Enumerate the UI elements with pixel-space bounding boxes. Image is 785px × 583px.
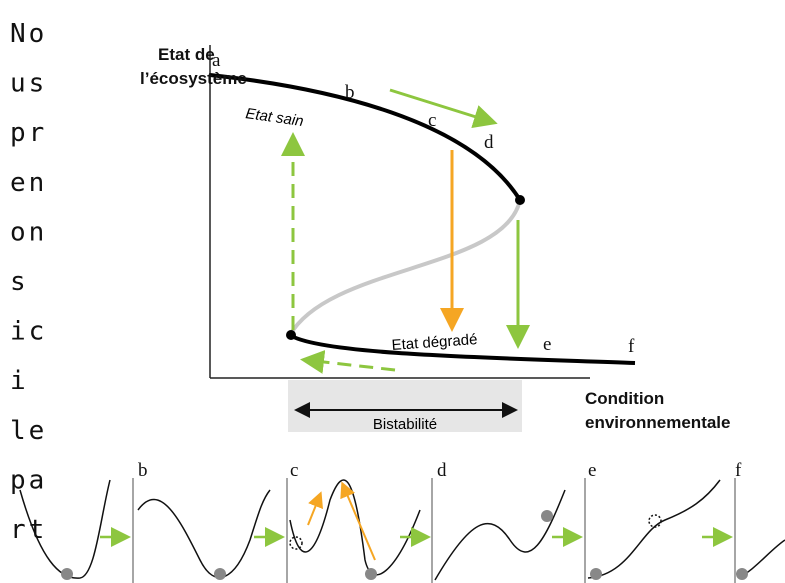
bistability-label: Bistabilité: [373, 416, 437, 433]
state-label: Etat sain: [244, 105, 304, 130]
sidebar-line: No: [10, 19, 47, 49]
panel-label: c: [290, 460, 298, 481]
panel-label: b: [138, 460, 148, 481]
point-label: e: [543, 334, 551, 355]
axis-label: Etat de: [158, 45, 215, 64]
sidebar-line: s: [10, 267, 29, 297]
state-label: Etat dégradé: [391, 331, 478, 354]
landscape: [137, 489, 271, 579]
degraded-branch: [288, 333, 636, 365]
landscape: [19, 479, 111, 579]
panel-label: d: [437, 460, 447, 481]
landscape: [289, 479, 421, 576]
diagram: Etat de l’écosystème Condition environne…: [140, 45, 731, 433]
arrow: [389, 88, 498, 129]
tipping-point: [286, 330, 296, 340]
panel-labels: b c d e f: [138, 460, 742, 481]
sidebar-line: en: [10, 168, 47, 198]
arrow: [340, 481, 376, 561]
panel-label: f: [735, 460, 742, 481]
ball: [736, 568, 748, 580]
sidebar-line: le: [10, 416, 47, 446]
ball: [541, 510, 553, 522]
ball: [289, 536, 303, 550]
landscape-panels: [19, 478, 785, 583]
ball: [214, 568, 226, 580]
sidebar: No us pr en on s ic i le pa rt: [10, 19, 47, 545]
sidebar-line: i: [10, 366, 29, 396]
sidebar-line: ic: [10, 317, 47, 347]
sidebar-line: rt: [10, 515, 47, 545]
ball: [590, 568, 602, 580]
sidebar-line: pa: [10, 465, 47, 495]
sidebar-line: pr: [10, 118, 47, 148]
ball: [648, 514, 662, 528]
axis-label: l’écosystème: [140, 69, 247, 88]
ball: [365, 568, 377, 580]
arrow: [300, 350, 396, 374]
ball: [61, 568, 73, 580]
point-label: d: [484, 132, 494, 153]
landscape: [434, 489, 566, 581]
arrow: [307, 491, 323, 526]
tipping-point: [515, 195, 525, 205]
point-label: c: [428, 110, 436, 131]
axis-label: environnementale: [585, 413, 731, 432]
panel-label: e: [588, 460, 596, 481]
unstable-branch: [288, 199, 522, 336]
sidebar-line: on: [10, 217, 47, 247]
point-label: b: [345, 82, 355, 103]
point-label: a: [212, 50, 221, 71]
point-label: f: [628, 336, 635, 357]
sidebar-line: us: [10, 69, 47, 99]
axis-label: Condition: [585, 389, 664, 408]
landscape: [587, 479, 721, 579]
healthy-branch: [209, 73, 522, 202]
